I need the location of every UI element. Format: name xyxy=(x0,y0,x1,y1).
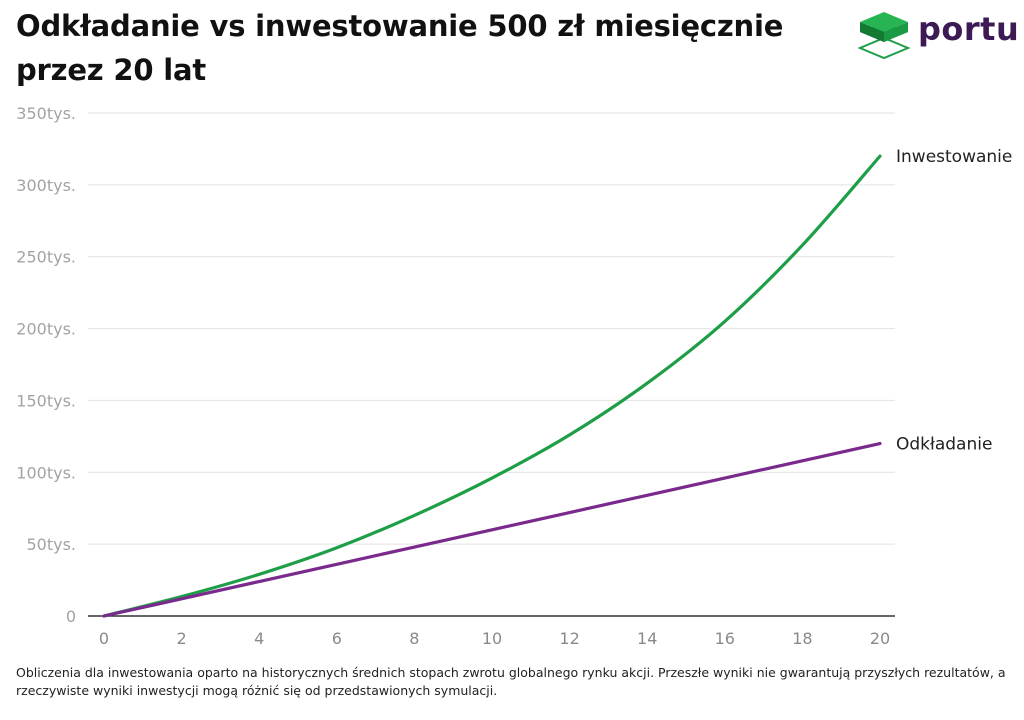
y-tick-label: 350tys. xyxy=(16,104,76,123)
series-label-odkładanie: Odkładanie xyxy=(896,435,992,455)
brand-name: portu xyxy=(918,10,1020,48)
y-tick-label: 50tys. xyxy=(26,535,76,554)
x-tick-label: 20 xyxy=(870,629,890,648)
y-tick-label: 150tys. xyxy=(16,391,76,410)
series-line-odkładanie xyxy=(102,441,882,618)
x-tick-label: 0 xyxy=(99,629,109,648)
x-tick-label: 10 xyxy=(482,629,502,648)
y-tick-label: 200tys. xyxy=(16,320,76,339)
y-tick-label: 0 xyxy=(66,607,76,626)
y-axis-tick-labels: 0 50tys. 100tys. 150tys. 200tys. 250tys. 300ty… xyxy=(16,104,76,626)
x-tick-label: 12 xyxy=(559,629,579,648)
x-tick-label: 4 xyxy=(254,629,264,648)
x-tick-label: 6 xyxy=(332,629,342,648)
series-line-inwestowanie xyxy=(102,154,882,618)
data-series xyxy=(102,154,882,618)
y-tick-label: 250tys. xyxy=(16,248,76,267)
y-tick-label: 100tys. xyxy=(16,463,76,482)
x-tick-label: 14 xyxy=(637,629,657,648)
grid-lines xyxy=(88,112,895,545)
footnote: Obliczenia dla inwestowania oparto na hi… xyxy=(16,665,1006,698)
x-tick-label: 2 xyxy=(177,629,187,648)
y-tick-label: 300tys. xyxy=(16,176,76,195)
x-axis-tick-labels: 0 2 4 6 8 10 12 14 16 18 20 xyxy=(99,629,890,648)
series-label-inwestowanie: Inwestowanie xyxy=(896,147,1012,167)
stacked-layers-logo-icon xyxy=(857,12,911,60)
x-tick-label: 16 xyxy=(715,629,735,648)
x-tick-label: 8 xyxy=(409,629,419,648)
x-tick-label: 18 xyxy=(792,629,812,648)
line-chart: 0 50tys. 100tys. 150tys. 200tys. 250tys. 300ty… xyxy=(16,104,1012,648)
chart-title: Odkładanie vs inwestowanie 500 zł miesię… xyxy=(16,9,784,87)
brand-logo: portu xyxy=(857,8,1020,60)
series-labels: Inwestowanie Odkładanie xyxy=(896,147,1012,454)
